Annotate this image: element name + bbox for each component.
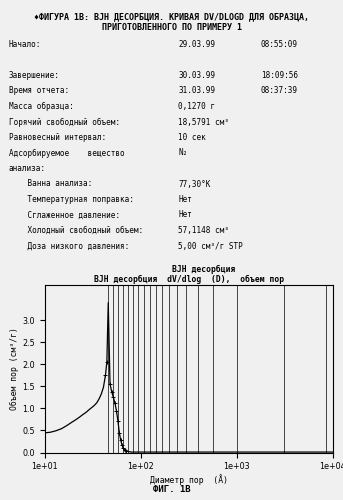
X-axis label: Диаметр пор  (Å): Диаметр пор (Å) bbox=[150, 474, 228, 485]
Text: 57,1148 см³: 57,1148 см³ bbox=[178, 226, 229, 235]
Text: Ванна анализа:: Ванна анализа: bbox=[9, 180, 92, 188]
Text: 77,30°K: 77,30°K bbox=[178, 180, 211, 188]
Text: ПРИГОТОВЛЕННОГО ПО ПРИМЕРУ 1: ПРИГОТОВЛЕННОГО ПО ПРИМЕРУ 1 bbox=[102, 22, 241, 32]
Text: анализа:: анализа: bbox=[9, 164, 46, 173]
Text: 18,5791 см³: 18,5791 см³ bbox=[178, 118, 229, 126]
Text: Завершение:: Завершение: bbox=[9, 71, 59, 80]
Text: 08:37:39: 08:37:39 bbox=[261, 86, 298, 96]
Text: 29.03.99: 29.03.99 bbox=[178, 40, 215, 49]
Text: 31.03.99: 31.03.99 bbox=[178, 86, 215, 96]
Text: Время отчета:: Время отчета: bbox=[9, 86, 69, 96]
Text: Доза низкого давления:: Доза низкого давления: bbox=[9, 242, 129, 250]
Text: Адсорбируемое    вещество: Адсорбируемое вещество bbox=[9, 148, 124, 158]
Text: Температурная поправка:: Температурная поправка: bbox=[9, 195, 133, 204]
Text: Равновесный интервал:: Равновесный интервал: bbox=[9, 133, 106, 142]
Text: 08:55:09: 08:55:09 bbox=[261, 40, 298, 49]
Text: ♦ФИГУРА 1В: BJH ДЕСОРБЦИЯ. КРИВАЯ DV/DLOGD ДЛЯ ОБРАЗЦА,: ♦ФИГУРА 1В: BJH ДЕСОРБЦИЯ. КРИВАЯ DV/DLO… bbox=[34, 12, 309, 22]
Y-axis label: Объем пор (см³/г): Объем пор (см³/г) bbox=[10, 328, 19, 410]
Title: BJH десорбция  dV/dlog  (D),  объем пор: BJH десорбция dV/dlog (D), объем пор bbox=[94, 274, 284, 283]
Text: Масса образца:: Масса образца: bbox=[9, 102, 73, 111]
Text: Холодный свободный объем:: Холодный свободный объем: bbox=[9, 226, 143, 235]
Text: 0,1270 г: 0,1270 г bbox=[178, 102, 215, 111]
Text: 18:09:56: 18:09:56 bbox=[261, 71, 298, 80]
Text: 5,00 см³/г STP: 5,00 см³/г STP bbox=[178, 242, 243, 250]
Text: ФИГ. 1В: ФИГ. 1В bbox=[153, 485, 190, 494]
Text: 30.03.99: 30.03.99 bbox=[178, 71, 215, 80]
Text: BJH десорбция: BJH десорбция bbox=[172, 264, 240, 274]
Text: Горячий свободный объем:: Горячий свободный объем: bbox=[9, 118, 120, 126]
Text: Нет: Нет bbox=[178, 195, 192, 204]
Text: Сглаженное давление:: Сглаженное давление: bbox=[9, 210, 120, 220]
Text: 10 сек: 10 сек bbox=[178, 133, 206, 142]
Text: N₂: N₂ bbox=[178, 148, 188, 158]
Text: Нет: Нет bbox=[178, 210, 192, 220]
Text: Начало:: Начало: bbox=[9, 40, 41, 49]
